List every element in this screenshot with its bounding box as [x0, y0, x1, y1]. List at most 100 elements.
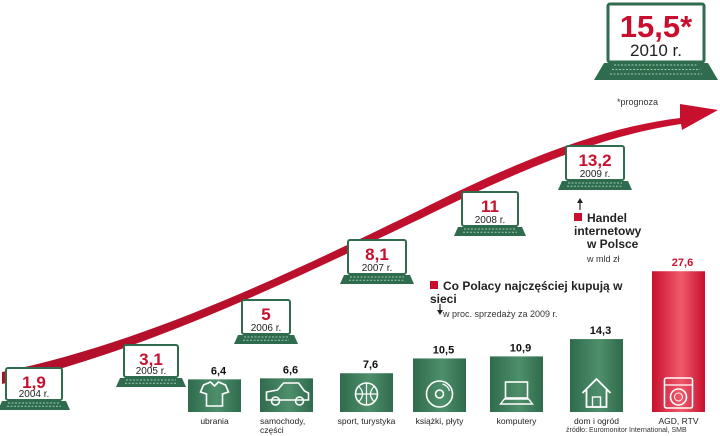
- laptop-value-label: 5: [261, 305, 270, 324]
- laptop-value-label: 13,2: [578, 151, 611, 170]
- laptop-keyboard: [594, 63, 718, 80]
- laptop-value-label: 15,5*: [620, 9, 693, 44]
- down-arrow-marker: [437, 304, 443, 315]
- washer-door: [669, 388, 688, 406]
- bar-category-label: AGD, RTV: [659, 416, 699, 426]
- up-arrow-marker: [577, 198, 583, 210]
- bar-category-label: książki, płyty: [416, 416, 464, 426]
- car-icon: [265, 382, 310, 406]
- laptop-year-label: 2010 r.: [630, 41, 682, 60]
- laptop-7: 15,5*2010 r.: [594, 2, 718, 80]
- washing-machine-icon: [663, 377, 694, 409]
- laptop-year-label: 2005 r.: [136, 366, 167, 377]
- laptop-value-label: 1,9: [22, 373, 46, 392]
- laptop-year-label: 2006 r.: [251, 323, 282, 334]
- source-note: źródło: Euromonitor International, SMB: [566, 427, 687, 434]
- laptop-year-label: 2004 r.: [19, 389, 50, 400]
- bar: [490, 356, 543, 412]
- bar-value-label: 27,6: [672, 257, 693, 269]
- bar-category-label: części: [260, 425, 284, 435]
- legend-bars-bullet: [430, 281, 438, 289]
- bar-value-label: 10,5: [433, 344, 454, 356]
- laptop-value-label: 8,1: [365, 245, 389, 264]
- shirt-icon: [199, 381, 230, 407]
- computer-screen: [504, 381, 529, 399]
- legend-bars-title: Co Polacy najczęściej kupują w sieci: [430, 280, 650, 306]
- laptop-keyboard: [0, 401, 70, 410]
- disc-hole: [434, 389, 445, 399]
- footnote: *prognoza: [617, 97, 659, 107]
- laptop-year-label: 2007 r.: [362, 263, 393, 274]
- ball-icon: [354, 382, 379, 406]
- laptop-screen: [606, 2, 706, 64]
- ball-seams: [355, 383, 378, 405]
- bar-group-1: 6,4 ubrania: [188, 365, 241, 426]
- bar-group-7: 27,6 AGD, RTV: [652, 257, 705, 426]
- bar: [413, 358, 466, 412]
- bar-category-label: sport, turystyka: [338, 416, 396, 426]
- legend-main-bullet: [574, 213, 582, 221]
- computer-icon: [499, 381, 534, 405]
- house-icon: [581, 377, 612, 408]
- car-body: [265, 382, 310, 401]
- laptop-keyboard: [234, 335, 298, 344]
- legend-main: Handel internetowy w Polsce w mld zł: [574, 212, 694, 264]
- bar-group-6: 14,3 dom i ogród: [570, 325, 623, 426]
- laptop-year-label: 2008 r.: [475, 215, 506, 226]
- laptop-keyboard: [558, 181, 632, 190]
- laptop-keyboard: [340, 275, 414, 284]
- laptop-screen: [241, 299, 291, 335]
- laptop-screen: [5, 367, 63, 401]
- car-wheel: [294, 396, 305, 406]
- disc-icon: [425, 380, 454, 408]
- disc-shine: [442, 383, 451, 392]
- disc-outline: [425, 380, 454, 408]
- laptop-screen: [123, 344, 179, 378]
- bar-value-label: 10,9: [510, 342, 531, 354]
- bar-value-label: 6,6: [283, 364, 298, 376]
- legend-main-title-line2: w Polsce: [587, 237, 639, 251]
- laptop-screen: [461, 191, 519, 227]
- bar: [652, 271, 705, 412]
- laptop-screen: [347, 239, 407, 275]
- laptop-screen: [565, 145, 625, 181]
- bar: [188, 379, 241, 412]
- laptop-year-label: 2009 r.: [580, 169, 611, 180]
- bar-group-5: 10,9 komputery: [490, 342, 543, 426]
- laptop-keyboard: [116, 378, 186, 387]
- washer-drum: [674, 392, 683, 402]
- laptop-keyboard: [454, 227, 526, 236]
- washer-body: [663, 377, 694, 409]
- up-arrow-head: [577, 198, 583, 203]
- legend-main-title: Handel internetowy w Polsce: [574, 212, 694, 251]
- legend-bars: Co Polacy najczęściej kupują w sieci w p…: [430, 280, 650, 319]
- legend-main-title-line1: Handel internetowy: [574, 211, 642, 238]
- bar-group-3: 7,6 sport, turystyka: [338, 359, 396, 426]
- bar-group-2: 6,6 samochody,części: [260, 364, 313, 435]
- bar-value-label: 14,3: [590, 325, 611, 337]
- shirt-shape: [199, 381, 230, 407]
- bar-category-label: komputery: [497, 416, 537, 426]
- down-arrow-head: [437, 310, 443, 315]
- legend-main-unit: w mld zł: [587, 254, 620, 264]
- laptop-value-label: 11: [481, 197, 499, 216]
- house-door: [591, 396, 602, 408]
- bar: [570, 339, 623, 412]
- bar: [260, 378, 313, 412]
- bar-category-label: samochody,: [260, 416, 305, 426]
- laptop-value-label: 3,1: [139, 350, 163, 369]
- bar-value-label: 6,4: [211, 365, 227, 377]
- legend-bars-title-text: Co Polacy najczęściej kupują w sieci: [430, 279, 623, 306]
- bar-category-label: dom i ogród: [574, 416, 619, 426]
- legend-bars-unit: w proc. sprzedaży za 2009 r.: [443, 309, 558, 319]
- bar-value-label: 7,6: [363, 359, 378, 371]
- bar-category-label: ubrania: [200, 416, 229, 426]
